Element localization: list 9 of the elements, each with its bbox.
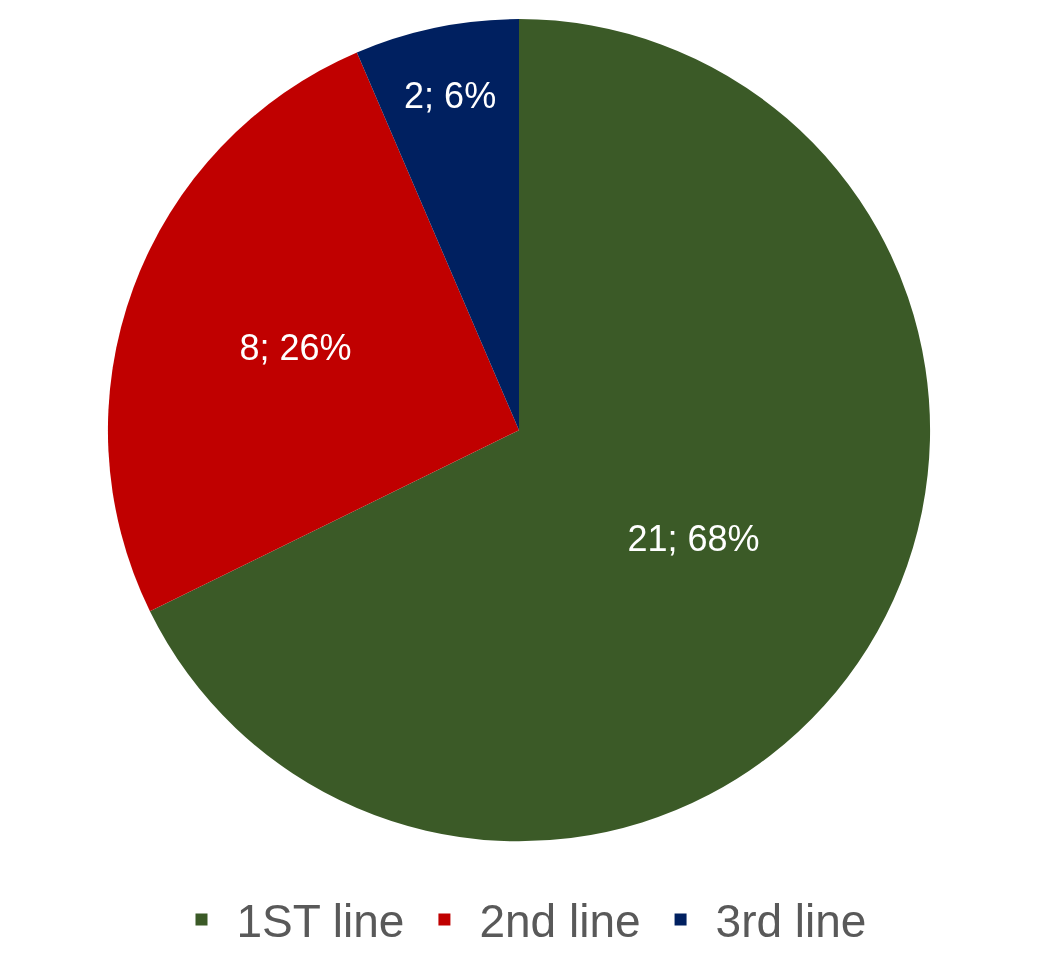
data-label: 21; 68% [627, 518, 760, 560]
pie-slice [108, 52, 519, 612]
legend-label: 3rd line [715, 895, 867, 948]
legend-label: 2nd line [479, 895, 641, 948]
pie-slice [356, 19, 519, 431]
pie-slice [149, 19, 930, 841]
data-label: 8; 26% [239, 326, 352, 368]
legend-label: 1ST line [236, 895, 405, 948]
data-label: 2; 6% [404, 74, 497, 116]
